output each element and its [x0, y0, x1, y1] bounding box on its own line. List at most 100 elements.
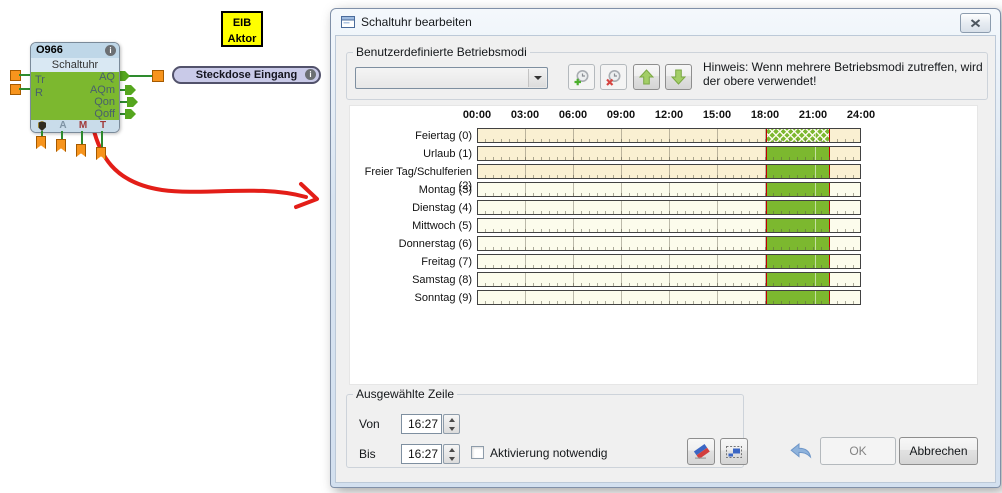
output-pin-qon[interactable]	[127, 97, 138, 107]
modes-groupbox: Benutzerdefinierte Betriebsmodi	[346, 45, 988, 100]
schedule-bar[interactable]	[766, 273, 830, 286]
schedule-bar[interactable]	[766, 237, 830, 250]
schedule-bar[interactable]	[766, 183, 830, 196]
ok-button-label: OK	[849, 444, 867, 458]
schedule-row-label: Dienstag (4)	[412, 202, 472, 214]
schedule-row[interactable]	[477, 128, 861, 143]
spinner-down-button[interactable]	[444, 424, 459, 433]
footer-letter-a[interactable]: A	[59, 120, 67, 131]
cancel-button[interactable]: Abbrechen	[899, 437, 978, 465]
minor-ticks	[478, 283, 860, 286]
tag-stub-2	[61, 131, 63, 139]
wire-qon	[118, 101, 128, 103]
wire-connector-aq[interactable]	[152, 70, 164, 82]
footer-letter-m[interactable]: M	[78, 120, 88, 131]
schedule-row[interactable]	[477, 164, 861, 179]
modes-hint: Hinweis: Wenn mehrere Betriebsmodi zutre…	[703, 60, 983, 88]
spinner-down-icon	[448, 456, 455, 461]
output-pin-qoff[interactable]	[125, 109, 136, 119]
minor-ticks	[478, 211, 860, 214]
activation-checkbox-label[interactable]: Aktivierung notwendig	[490, 446, 608, 460]
ok-button[interactable]: OK	[820, 437, 896, 465]
schedule-row[interactable]	[477, 254, 861, 269]
selected-row-group-label: Ausgewählte Zeile	[353, 387, 458, 401]
activation-checkbox[interactable]	[471, 446, 484, 459]
output-pin-aqm[interactable]	[125, 85, 136, 95]
schedule-row[interactable]	[477, 182, 861, 197]
dialog-window: Schaltuhr bearbeiten Benutzerdefinierte …	[330, 8, 1001, 488]
hint-line2: der obere verwendet!	[703, 74, 817, 88]
gridline	[815, 183, 816, 196]
schedule-row[interactable]	[477, 272, 861, 287]
schedule-row-label: Montag (3)	[418, 184, 472, 196]
schedule-row[interactable]	[477, 236, 861, 251]
minor-ticks	[478, 229, 860, 232]
schedule-bar[interactable]	[766, 147, 830, 160]
close-button[interactable]	[960, 13, 991, 33]
schedule-bar[interactable]	[766, 255, 830, 268]
clock-plus-icon	[574, 69, 589, 85]
pin-label-aqm: AQm	[89, 84, 115, 96]
select-range-button[interactable]	[720, 438, 748, 465]
spinner-up-button[interactable]	[444, 445, 459, 454]
schedule-row-label: Donnerstag (6)	[398, 238, 472, 250]
von-field[interactable]	[401, 414, 442, 434]
minor-ticks	[478, 193, 860, 196]
spinner-up-icon	[448, 447, 455, 452]
eib-aktor-note[interactable]: EIB Aktor	[221, 11, 263, 47]
wire-r	[19, 88, 30, 90]
output-label-pill[interactable]: Steckdose Eingang	[172, 66, 321, 84]
eib-note-line2: Aktor	[227, 33, 257, 45]
gridline	[815, 201, 816, 214]
time-axis-label: 24:00	[846, 109, 876, 121]
schedule-bar[interactable]	[766, 291, 830, 304]
gridline	[815, 291, 816, 304]
schedule-bar[interactable]	[766, 219, 830, 232]
von-spinner[interactable]	[443, 414, 460, 434]
remove-mode-button[interactable]	[600, 64, 627, 90]
bis-field[interactable]	[401, 444, 442, 464]
schedule-row-label: Freitag (7)	[421, 256, 472, 268]
spinner-down-button[interactable]	[444, 454, 459, 463]
schedule-row[interactable]	[477, 290, 861, 305]
schedule-row[interactable]	[477, 146, 861, 161]
add-mode-button[interactable]	[568, 64, 595, 90]
bis-label: Bis	[359, 447, 376, 461]
von-label: Von	[359, 417, 380, 431]
wire-aq	[118, 75, 152, 77]
dropdown-arrow-button[interactable]	[528, 69, 546, 87]
spinner-up-button[interactable]	[444, 415, 459, 424]
minor-ticks	[478, 265, 860, 268]
schedule-bar[interactable]	[766, 129, 830, 142]
schedule-row[interactable]	[477, 218, 861, 233]
dialog-titlebar[interactable]: Schaltuhr bearbeiten	[331, 9, 1000, 35]
footer-letter-t[interactable]: T	[99, 120, 107, 131]
time-axis-label: 09:00	[606, 109, 636, 121]
pin-label-qon: Qon	[94, 96, 115, 108]
info-icon[interactable]	[305, 69, 316, 80]
lock-icon[interactable]	[38, 121, 46, 131]
modes-dropdown[interactable]	[355, 67, 548, 89]
move-up-button[interactable]	[633, 64, 660, 90]
block-type-label: Schaltuhr	[31, 58, 119, 72]
tag-stub-1	[41, 131, 43, 136]
info-icon[interactable]	[105, 45, 116, 56]
app-window-icon	[341, 16, 355, 28]
undo-button[interactable]	[785, 436, 817, 464]
schedule-row-label: Urlaub (1)	[423, 148, 472, 160]
chevron-down-icon	[533, 76, 542, 80]
schedule-bar[interactable]	[766, 165, 830, 178]
block-id: O966	[36, 44, 63, 56]
schedule-bar[interactable]	[766, 201, 830, 214]
erase-button[interactable]	[687, 438, 715, 465]
gridline	[815, 147, 816, 160]
spinner-up-icon	[448, 417, 455, 422]
arrow-up-icon	[639, 69, 654, 85]
schedule-row-label: Samstag (8)	[412, 274, 472, 286]
move-down-button[interactable]	[665, 64, 692, 90]
schedule-row[interactable]	[477, 200, 861, 215]
function-block-schaltuhr[interactable]: O966 Schaltuhr Tr R AQ AQm Qon Qoff A M …	[30, 42, 120, 133]
gridline	[815, 273, 816, 286]
output-pin-aq[interactable]	[119, 71, 130, 81]
bis-spinner[interactable]	[443, 444, 460, 464]
